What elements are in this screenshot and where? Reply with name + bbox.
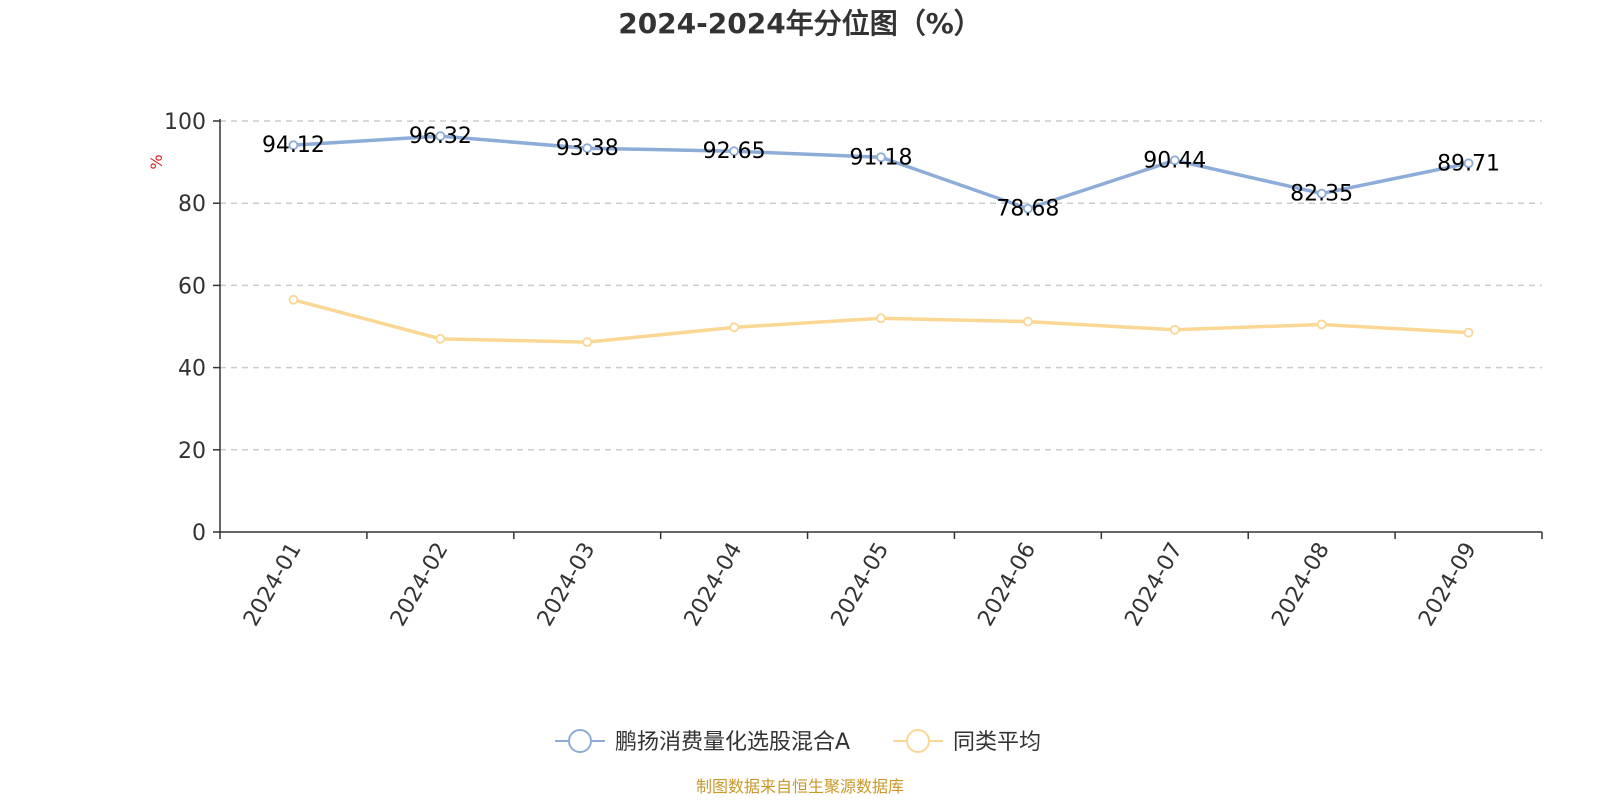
data-point: [1169, 155, 1180, 166]
x-tick-label: 2024-05: [827, 539, 895, 631]
series-2: [288, 294, 1474, 348]
data-label: 91.18: [850, 145, 913, 170]
data-point: [435, 131, 446, 142]
data-point: [729, 322, 740, 333]
grid: [220, 120, 1542, 451]
data-point: [435, 333, 446, 344]
x-tick-label: 2024-04: [680, 539, 748, 631]
y-tick-label: 100: [164, 110, 206, 135]
data-label: 78.68: [996, 197, 1059, 222]
data-label: 89.71: [1437, 151, 1500, 176]
legend-label: 鹏扬消费量化选股混合A: [615, 730, 850, 755]
data-point: [729, 146, 740, 157]
legend[interactable]: 鹏扬消费量化选股混合A 同类平均: [555, 729, 1041, 755]
y-tick-label: 20: [178, 439, 206, 464]
x-tick-label: 2024-02: [386, 539, 454, 631]
y-tick-label: 60: [178, 274, 206, 299]
series-1: 94.12 96.32 93.38 92.65 91.18 78.68 90.44 82.35…: [262, 124, 1500, 222]
data-point: [1022, 316, 1033, 327]
data-point: [1463, 158, 1474, 169]
data-point: [288, 294, 299, 305]
x-tick-label: 2024-09: [1414, 539, 1482, 631]
data-label: 94.12: [262, 133, 325, 158]
y-axis-label: %: [147, 154, 166, 169]
data-point: [1022, 203, 1033, 214]
y-tick-label: 40: [178, 357, 206, 382]
x-tick-label: 2024-08: [1267, 539, 1335, 631]
x-tick-label: 2024-03: [533, 539, 601, 631]
data-point: [876, 313, 886, 324]
data-point: [288, 140, 299, 151]
legend-marker: [568, 729, 592, 753]
data-label: 93.38: [556, 136, 619, 161]
y-tick-label: 80: [178, 192, 206, 217]
data-label: 82.35: [1290, 182, 1353, 207]
data-label: 90.44: [1143, 148, 1206, 173]
legend-item-2[interactable]: 同类平均: [893, 729, 1041, 755]
data-point: [1169, 324, 1180, 335]
data-point: [582, 337, 593, 348]
x-tick-label: 2024-01: [239, 539, 307, 631]
legend-item-1[interactable]: 鹏扬消费量化选股混合A: [555, 729, 850, 755]
data-point: [1316, 319, 1327, 330]
data-label: 92.65: [703, 139, 766, 164]
data-label: 96.32: [409, 124, 472, 149]
data-point: [876, 152, 886, 163]
data-point: [1463, 327, 1474, 338]
legend-marker: [906, 729, 930, 753]
x-tick-label: 2024-06: [973, 539, 1041, 631]
series-layer: 94.12 96.32 93.38 92.65 91.18 78.68 90.44 82.35…: [262, 124, 1500, 348]
legend-label: 同类平均: [953, 730, 1041, 755]
data-point: [582, 143, 593, 154]
data-point: [1316, 188, 1327, 199]
chart-title: 2024-2024年分位图（%）: [618, 7, 982, 40]
x-tick-label: 2024-07: [1120, 539, 1188, 631]
source-note: 制图数据来自恒生聚源数据库: [696, 777, 904, 796]
y-tick-label: 0: [192, 521, 206, 546]
